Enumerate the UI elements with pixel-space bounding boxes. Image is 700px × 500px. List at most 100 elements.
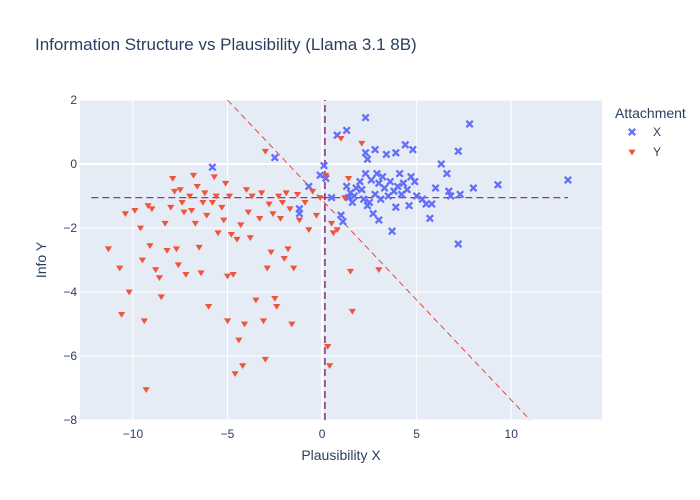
data-point-x bbox=[563, 175, 572, 185]
data-point-y bbox=[118, 312, 126, 318]
data-point-y bbox=[155, 275, 164, 281]
data-point-y bbox=[131, 208, 139, 214]
legend-label: Y bbox=[653, 145, 661, 159]
data-point-x bbox=[270, 153, 279, 162]
data-point-x bbox=[378, 172, 387, 181]
series-x bbox=[208, 113, 572, 249]
data-point-y bbox=[208, 200, 216, 206]
data-point-x bbox=[363, 155, 372, 164]
data-point-y bbox=[261, 148, 269, 155]
data-point-y bbox=[176, 187, 184, 193]
data-point-x bbox=[348, 198, 357, 207]
data-point-y bbox=[267, 249, 275, 256]
diagonal-reference-line bbox=[227, 99, 531, 421]
data-point-y bbox=[146, 243, 154, 249]
data-point-x bbox=[380, 183, 389, 193]
data-point-x bbox=[361, 169, 370, 178]
data-point-x bbox=[336, 211, 346, 220]
data-point-y bbox=[182, 272, 190, 278]
data-point-x bbox=[374, 215, 383, 225]
data-point-x bbox=[359, 195, 368, 204]
legend-items[interactable]: XY bbox=[627, 125, 661, 159]
data-point-y bbox=[324, 344, 332, 350]
data-point-x bbox=[342, 182, 351, 191]
data-point-y bbox=[273, 304, 281, 310]
data-point-y bbox=[180, 209, 188, 216]
x-tick-label: −10 bbox=[123, 427, 144, 441]
data-point-y bbox=[259, 318, 268, 325]
plot-area bbox=[80, 100, 602, 420]
data-point-y bbox=[282, 190, 290, 197]
data-point-x bbox=[372, 169, 381, 178]
data-point-y bbox=[327, 220, 336, 227]
data-point-x bbox=[357, 185, 366, 194]
data-point-y bbox=[167, 204, 175, 211]
x-axis-title: Plausibility X bbox=[301, 447, 381, 463]
legend-item-y[interactable]: Y bbox=[628, 145, 661, 159]
data-point-y bbox=[214, 230, 222, 237]
data-point-y bbox=[358, 140, 366, 147]
data-point-y bbox=[212, 193, 220, 200]
data-point-x bbox=[444, 187, 453, 196]
data-point-x bbox=[391, 148, 400, 157]
data-point-y bbox=[157, 294, 165, 301]
data-point-x bbox=[338, 217, 347, 226]
data-point-y bbox=[121, 211, 129, 217]
data-point-x bbox=[401, 140, 410, 149]
data-point-x bbox=[361, 113, 370, 122]
data-point-y bbox=[174, 262, 182, 269]
data-point-y bbox=[136, 225, 145, 232]
legend-marker-x bbox=[627, 127, 637, 137]
data-point-x bbox=[456, 190, 465, 199]
data-point-x bbox=[367, 175, 376, 185]
data-point-y bbox=[220, 217, 228, 224]
data-point-y bbox=[295, 217, 303, 224]
data-point-x bbox=[382, 150, 391, 159]
legend-item-x[interactable]: X bbox=[627, 125, 661, 139]
data-point-x bbox=[431, 183, 440, 193]
data-point-y bbox=[223, 273, 232, 280]
data-point-y bbox=[239, 363, 247, 369]
data-point-x bbox=[442, 169, 451, 178]
data-point-x bbox=[425, 214, 434, 223]
legend[interactable]: Attachment XY bbox=[615, 105, 686, 159]
data-point-y bbox=[199, 200, 207, 206]
y-tick-label: −6 bbox=[63, 349, 77, 363]
data-point-y bbox=[195, 244, 203, 251]
data-point-y bbox=[288, 321, 296, 328]
data-point-x bbox=[408, 145, 417, 154]
data-point-x bbox=[295, 209, 304, 218]
data-point-y bbox=[142, 387, 150, 393]
data-point-x bbox=[319, 161, 328, 170]
data-point-y bbox=[276, 216, 285, 222]
data-point-x bbox=[361, 148, 370, 157]
data-point-x bbox=[376, 195, 385, 204]
data-point-y bbox=[138, 257, 147, 264]
data-point-y bbox=[244, 209, 252, 216]
data-point-y bbox=[203, 212, 211, 219]
data-point-y bbox=[305, 227, 313, 233]
data-point-y bbox=[252, 297, 260, 304]
data-point-y bbox=[170, 188, 179, 195]
y-tick-label: 0 bbox=[70, 157, 77, 171]
data-point-y bbox=[326, 363, 334, 369]
data-point-y bbox=[256, 216, 264, 222]
x-tick-label: 10 bbox=[505, 427, 519, 441]
data-point-y bbox=[116, 265, 124, 272]
data-point-y bbox=[231, 371, 239, 377]
data-point-y bbox=[246, 235, 254, 241]
data-point-x bbox=[327, 193, 336, 202]
data-point-y bbox=[333, 227, 341, 233]
data-point-x bbox=[395, 169, 404, 178]
data-point-y bbox=[161, 220, 169, 227]
data-point-y bbox=[193, 184, 201, 190]
data-point-y bbox=[274, 193, 283, 200]
data-point-x bbox=[410, 177, 419, 186]
legend-title: Attachment bbox=[615, 105, 686, 121]
chart-title: Information Structure vs Plausibility (L… bbox=[35, 35, 417, 54]
data-point-y bbox=[269, 211, 277, 217]
y-tick-label: 2 bbox=[70, 93, 77, 107]
data-point-x bbox=[403, 185, 412, 194]
